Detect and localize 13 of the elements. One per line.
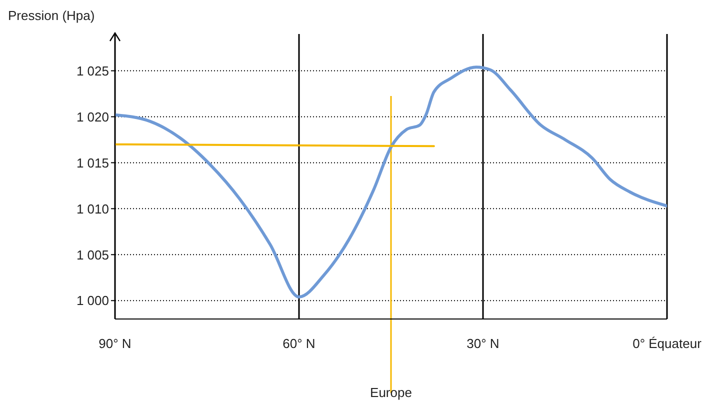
y-tick-label: 1 010 <box>76 201 109 216</box>
y-tick-label: 1 015 <box>76 155 109 170</box>
x-tick-label: 30° N <box>466 336 500 352</box>
x-tick-label: 0° Équateur <box>632 336 702 352</box>
y-tick-label: 1 000 <box>76 293 109 308</box>
y-tick-label: 1 020 <box>76 109 109 124</box>
line-series <box>115 66 667 298</box>
y-axis-title: Pression (Hpa) <box>8 8 95 23</box>
x-tick-label: 90° N <box>98 336 132 352</box>
y-tick-label: 1 005 <box>76 247 109 262</box>
y-tick-label: 1 025 <box>76 63 109 78</box>
x-tick-label: 60° N <box>282 336 316 352</box>
ref-line-label: Europe <box>370 385 412 400</box>
